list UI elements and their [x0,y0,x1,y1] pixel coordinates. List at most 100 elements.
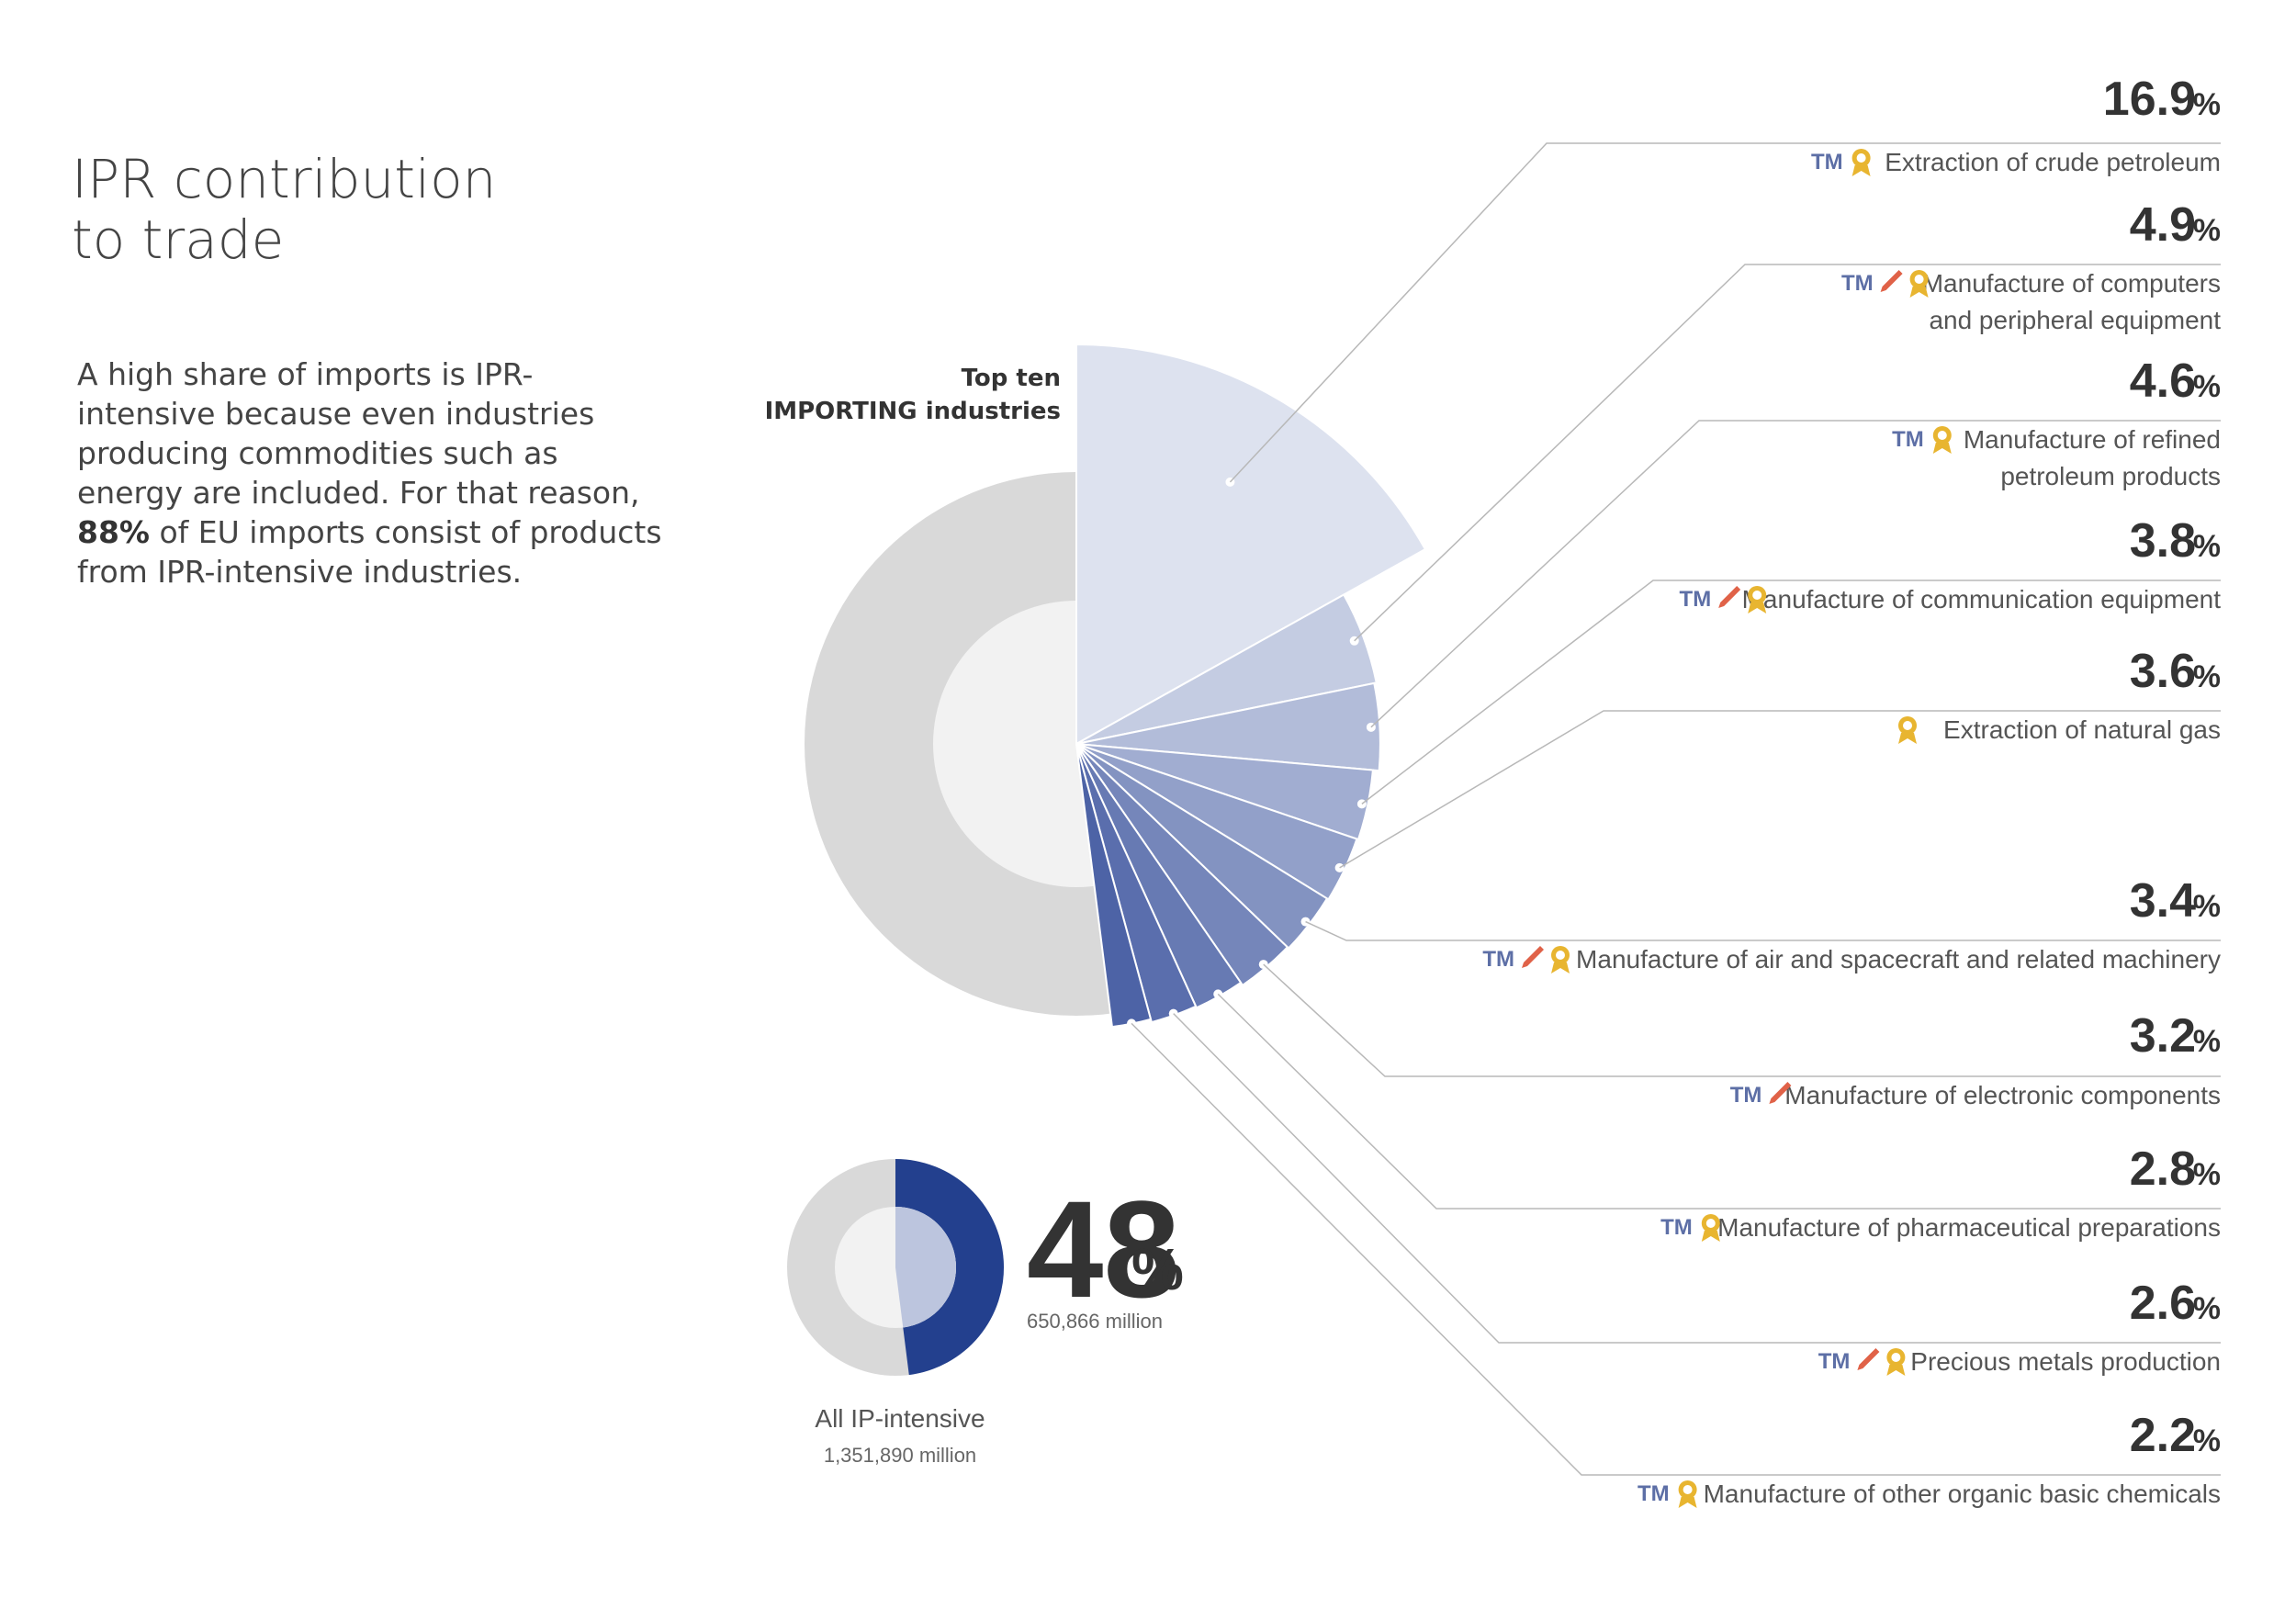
slice-5 [1075,743,1358,901]
award-icon-center [1856,153,1866,163]
summary-caption: All IP-intensive [815,1404,985,1433]
award-icon-ribbon [1748,602,1767,613]
leader-line-6 [1305,920,2221,941]
award-icon-ribbon [1701,1231,1720,1242]
trademark-icon: TM [1811,150,1843,174]
industry-7-percent: 3.2 [2130,1009,2196,1063]
industry-labels: 16.9% Extraction of crude petroleum TM 4.9%… [1482,73,2221,1508]
industry-3-percent: 4.6 [2130,354,2196,408]
leader-line-7 [1263,963,2221,1077]
industry-5-percent: 3.6 [2130,645,2196,698]
award-icon-ribbon [1678,1497,1697,1508]
industry-6-percent: 3.4 [2130,874,2196,928]
award-icon-ribbon [1898,733,1917,744]
pencil-icon [1880,270,1903,292]
leader-lines [1131,142,2221,1476]
trademark-icon: TM [1680,587,1712,612]
title-line-1: IPR contribution [72,148,497,210]
industry-9-name-line-1: Precious metals production [1910,1347,2221,1376]
summary-percent-value: 48 [1027,1172,1180,1326]
summary-donut [787,1159,1005,1376]
trademark-icon: TM [1638,1481,1670,1506]
award-icon-center [1752,591,1762,600]
industry-3-name-line-2: petroleum products [2000,462,2221,490]
intro-text-1: A high share of imports is IPR-intensive… [77,356,640,511]
industry-7-name-line-1: Manufacture of electronic components [1784,1081,2221,1109]
summary-amount: 650,866 million [1027,1310,1163,1333]
industry-5-name-line-1: Extraction of natural gas [1943,715,2221,744]
award-icon-center [1705,1219,1716,1228]
award-icon-center [1937,431,1947,440]
pencil-icon [1718,586,1741,608]
leader-line-10 [1131,1022,2221,1476]
industry-1-name-line-1: Extraction of crude petroleum [1885,148,2221,176]
industry-slices [1075,343,1427,1029]
trademark-icon: TM [1730,1083,1762,1108]
slice-3 [1075,681,1381,772]
industry-7-percent-symbol: % [2193,1024,2221,1059]
slice-2 [1075,593,1378,745]
award-icon-ribbon [1551,962,1570,973]
summary-total: 1,351,890 million [824,1444,976,1467]
summary-percent-symbol: % [1131,1236,1184,1302]
industry-6-percent-symbol: % [2193,889,2221,924]
summary-donut-inner-share [895,1207,957,1328]
award-icon-ribbon [1851,165,1871,176]
industry-1-percent: 16.9 [2103,73,2196,126]
leader-line-9 [1173,1013,2221,1344]
trademark-icon: TM [1482,947,1514,972]
industry-4-name-line-1: Manufacture of communication equipment [1742,585,2222,613]
trademark-icon: TM [1841,271,1874,296]
award-icon-center [1556,951,1565,960]
leader-line-1 [1229,142,2221,483]
pencil-icon [1522,946,1544,968]
industry-3-name-line-1: Manufacture of refined [1964,425,2221,454]
industry-8-name-line-1: Manufacture of pharmaceutical preparatio… [1717,1213,2221,1242]
award-icon-center [1891,1353,1901,1362]
award-icon-center [1914,275,1924,284]
award-icon-ribbon [1909,287,1929,298]
industry-2-name-line-2: and peripheral equipment [1929,306,2221,334]
summary-donut-share [895,1159,1005,1376]
industry-10-name-line-1: Manufacture of other organic basic chemi… [1704,1480,2221,1508]
chart-title-line-1: Top ten [962,365,1061,392]
industry-10-percent-symbol: % [2193,1424,2221,1458]
slice-4 [1075,743,1374,841]
industry-3-percent-symbol: % [2193,369,2221,404]
pencil-icon [1769,1082,1792,1104]
industry-9-percent: 2.6 [2130,1277,2196,1330]
award-icon-ribbon [1886,1365,1906,1376]
trademark-icon: TM [1818,1349,1851,1374]
intro-text-2: of EU imports consist of products from I… [77,514,662,590]
intro-highlight: 88% [77,514,150,550]
slice-1 [1075,343,1427,746]
industry-4-percent: 3.8 [2130,514,2196,568]
leader-line-2 [1354,264,2221,642]
industry-10-percent: 2.2 [2130,1409,2196,1462]
trademark-icon: TM [1660,1215,1693,1240]
industry-2-percent: 4.9 [2130,198,2196,252]
trademark-icon: TM [1892,427,1924,452]
industry-6-name-line-1: Manufacture of air and spacecraft and re… [1576,945,2221,973]
award-icon-center [1683,1485,1693,1494]
leader-line-4 [1361,580,2221,805]
leader-line-8 [1217,993,2221,1210]
industry-1-percent-symbol: % [2193,87,2221,122]
chart-title-line-2: IMPORTING industries [765,398,1061,425]
title-line-2: to trade [72,208,285,271]
page-title: IPR contribution to trade [72,149,496,270]
industry-8-percent: 2.8 [2130,1142,2196,1196]
industry-2-name-line-1: Manufacture of computers [1922,269,2221,298]
industry-2-percent-symbol: % [2193,213,2221,248]
industry-5-percent-symbol: % [2193,659,2221,694]
leader-line-3 [1370,420,2221,728]
intro-paragraph: A high share of imports is IPR-intensive… [77,354,665,591]
pencil-icon [1857,1348,1880,1370]
award-icon-center [1903,721,1912,730]
industry-4-percent-symbol: % [2193,529,2221,564]
industry-8-percent-symbol: % [2193,1157,2221,1192]
award-icon-ribbon [1932,443,1952,454]
leader-line-5 [1339,710,2221,869]
industry-9-percent-symbol: % [2193,1291,2221,1326]
